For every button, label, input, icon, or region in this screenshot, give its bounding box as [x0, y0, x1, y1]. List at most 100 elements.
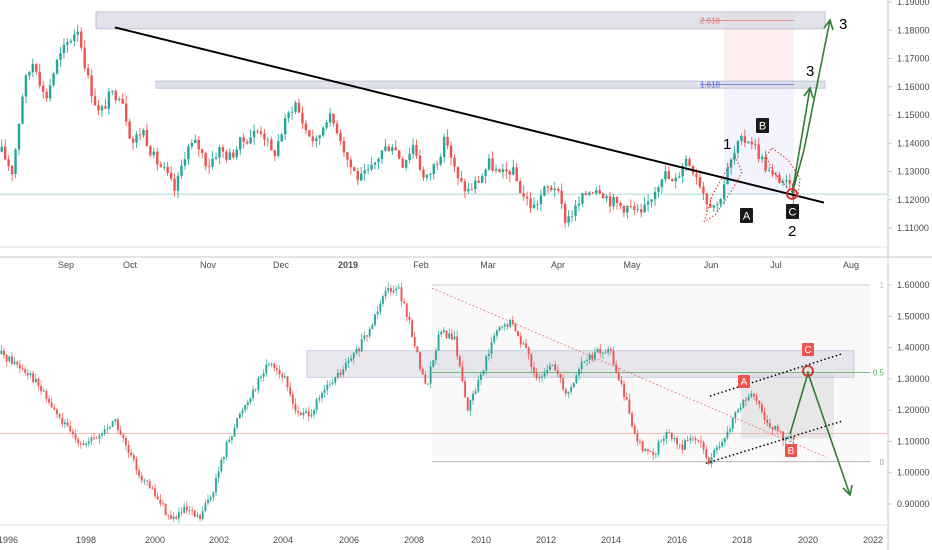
- bottom-candle-body: [503, 324, 506, 327]
- bottom-candle-body: [138, 470, 141, 476]
- bottom-candle-body: [58, 414, 61, 418]
- top-candle-body: [69, 40, 73, 43]
- bottom-candle-body: [352, 352, 355, 359]
- bottom-candle-body: [554, 364, 557, 371]
- top-candle-body: [681, 166, 684, 177]
- bottom-candle-body: [453, 336, 456, 340]
- bottom-candle-body: [71, 431, 74, 435]
- bottom-candle-body: [101, 433, 103, 436]
- top-candle-body: [176, 175, 180, 191]
- bottom-candle-body: [0, 350, 3, 354]
- bottom-candle-body: [562, 378, 565, 390]
- bottom-candle-body: [42, 390, 45, 392]
- bottom-candle-body: [87, 441, 90, 444]
- top-candle-body: [356, 170, 359, 181]
- top-candle-body: [93, 96, 97, 106]
- bottom-candle-body: [766, 419, 769, 423]
- top-candle-body: [719, 199, 722, 205]
- bottom-candle-body: [305, 411, 308, 413]
- top-candle-body: [474, 180, 477, 190]
- top-candle-body: [581, 193, 584, 204]
- bottom-candle-body: [758, 400, 761, 405]
- top-candle-body: [349, 159, 353, 168]
- bottom-candle-body: [588, 354, 591, 361]
- top-candle-body: [667, 171, 671, 180]
- top-candle-body: [501, 169, 505, 173]
- top-candle-body: [439, 156, 442, 165]
- bottom-candle-body: [676, 438, 679, 445]
- bottom-candle-body: [495, 330, 498, 336]
- projection-path: [789, 370, 851, 496]
- bottom-candle-body: [713, 450, 716, 458]
- top-candle-body: [73, 34, 76, 41]
- bottom-candle-body: [127, 445, 130, 453]
- bottom-candle-body: [660, 440, 663, 442]
- bottom-candle-body: [546, 369, 549, 373]
- fib-level-label: 0: [880, 458, 885, 467]
- bottom-candle-body: [53, 407, 56, 410]
- pivot-circle: [786, 188, 798, 200]
- y-tick-label: 1.12000: [897, 195, 930, 205]
- bottom-candle-body: [48, 398, 50, 403]
- bottom-candle-body: [673, 438, 676, 440]
- x-tick-label: Apr: [551, 260, 565, 270]
- bottom-candle-body: [575, 375, 578, 383]
- top-candle-body: [657, 187, 660, 192]
- y-tick-label: 1.18000: [897, 25, 930, 35]
- top-candle-body: [173, 178, 176, 191]
- bottom-candle-body: [326, 384, 329, 390]
- bottom-candle-body: [156, 496, 159, 500]
- top-candle-body: [183, 159, 187, 166]
- top-candle-body: [28, 72, 31, 76]
- top-candle-body: [76, 31, 79, 35]
- bottom-candle-body: [318, 397, 321, 400]
- y-tick-label: 1.14000: [897, 138, 930, 148]
- bottom-candle-body: [403, 301, 406, 304]
- top-candle-body: [425, 174, 429, 178]
- bottom-candle-body: [774, 426, 777, 430]
- top-candle-body: [353, 167, 356, 171]
- top-candle-body: [512, 167, 515, 175]
- top-candle-body: [588, 192, 591, 195]
- top-candle-body: [639, 209, 643, 213]
- bottom-candle-body: [387, 287, 390, 291]
- bottom-candle-body: [244, 405, 247, 411]
- top-candle-body: [553, 188, 556, 191]
- bottom-candle-body: [109, 426, 111, 429]
- bottom-candle-body: [95, 437, 98, 439]
- top-candle-body: [145, 129, 149, 147]
- bottom-candle-body: [16, 361, 19, 365]
- bottom-candle-body: [670, 432, 673, 440]
- top-candle-body: [518, 181, 522, 194]
- top-candle-body: [297, 102, 301, 113]
- top-candle-body: [743, 136, 747, 143]
- top-candle-body: [560, 190, 563, 204]
- bottom-candle-body: [307, 411, 310, 417]
- top-candle-body: [688, 158, 691, 167]
- wave-badge-label: C: [804, 345, 811, 356]
- bottom-candle-body: [684, 440, 686, 450]
- bottom-candle-body: [763, 411, 766, 420]
- bottom-candle-body: [456, 336, 459, 357]
- bottom-candle-body: [159, 499, 162, 504]
- bottom-candle-body: [567, 391, 570, 394]
- top-candle-body: [259, 131, 263, 134]
- top-candle-body: [214, 157, 218, 159]
- bottom-candle-body: [164, 503, 167, 516]
- bottom-candle-body: [230, 436, 233, 440]
- top-candle-body: [315, 138, 318, 142]
- top-candle-body: [35, 64, 38, 72]
- top-candle-body: [460, 178, 463, 182]
- top-candle-body: [328, 113, 332, 123]
- top-candle-body: [577, 203, 581, 206]
- bottom-candle-body: [760, 404, 763, 412]
- bottom-candle-body: [350, 358, 353, 361]
- bottom-candle-body: [37, 378, 40, 386]
- y-tick-label: 1.13000: [897, 167, 930, 177]
- fib-level-label: 1.618: [700, 81, 721, 90]
- bottom-candle-body: [85, 443, 88, 446]
- wave-badge-label: C: [789, 207, 797, 219]
- bottom-candle-body: [620, 380, 623, 384]
- bottom-candle-body: [649, 450, 652, 452]
- bottom-candle-body: [639, 441, 641, 443]
